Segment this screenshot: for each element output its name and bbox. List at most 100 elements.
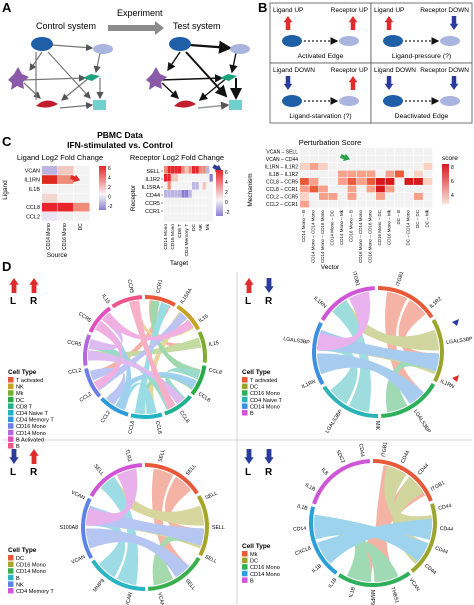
perturbation-cell — [300, 170, 309, 178]
ligand-letter: L — [10, 296, 16, 307]
ligand-colorbar-ticks: 6 4 2 0 -2 — [108, 166, 113, 210]
perturbation-cell — [309, 193, 319, 200]
chord-gene-label: CCL8 — [197, 391, 211, 403]
cell-icon-lavender-test — [230, 44, 250, 54]
receptor-col-label: DC — [191, 223, 197, 230]
perturbation-cell — [395, 155, 404, 163]
receptor-row-label: SELL — [147, 169, 160, 175]
chord-link — [89, 367, 126, 405]
ligand-colorbar-tick: 4 — [108, 176, 111, 182]
perturbation-cell — [319, 178, 328, 185]
legend-swatch — [242, 396, 248, 403]
highlight-blue-arrow-icon — [452, 319, 459, 326]
chord-link — [100, 476, 204, 526]
perturbation-cell — [319, 170, 328, 178]
perturbation-cell — [338, 178, 347, 185]
ligand-col-label: DC — [78, 223, 84, 231]
chord-link — [317, 518, 432, 564]
receptor-heatmap-cell — [209, 214, 213, 222]
perturbation-cell — [366, 193, 376, 200]
perturbation-cell — [319, 148, 328, 155]
perturbation-cell — [395, 178, 404, 185]
ligand-up-arrow-icon — [244, 278, 254, 293]
receptor-heatmap-cell — [171, 182, 175, 190]
legend-label: B Activated — [16, 437, 44, 443]
perturbation-cell — [319, 200, 328, 208]
perturbation-cell — [347, 163, 357, 170]
legend-label: T activated — [16, 378, 43, 384]
chord-link — [128, 300, 176, 410]
ligand-heatmap-cell — [74, 184, 90, 194]
legend-label: B — [250, 578, 254, 584]
ligand-colorbar-tick: 2 — [108, 185, 111, 191]
perturbation-cell — [376, 178, 385, 185]
perturbation-cell — [404, 200, 414, 208]
chord-sector-arc — [89, 463, 143, 497]
experiment-label: Experiment — [117, 8, 163, 18]
ligand-heatmap-cell — [58, 175, 74, 184]
panel-c-title-line2: IFN-stimulated vs. Control — [67, 140, 173, 150]
mechanism-row-label: IL1B – IL1R2 — [269, 172, 298, 178]
cell-icon-blue — [31, 37, 53, 51]
chord-link — [332, 299, 439, 351]
perturbation-cell — [385, 148, 395, 155]
perturbation-cell — [309, 178, 319, 185]
cell-type-legend-title: Cell Type — [242, 543, 271, 550]
chord-link — [384, 465, 432, 540]
chord-link — [93, 312, 188, 391]
ligand-direction-label: Ligand UP — [273, 7, 303, 14]
receptor-heatmap-cell — [171, 190, 175, 198]
ligand-colorbar-tick: -2 — [108, 204, 113, 210]
perturbation-cell — [414, 193, 423, 200]
ligand-letter: L — [245, 296, 251, 307]
chord-gene-label: CCL2 — [79, 391, 93, 403]
chord-sector-arc — [81, 497, 94, 559]
source-cell-icon — [282, 95, 302, 107]
receptor-heatmap: SELL IL1R2 IL15RA CD44 CCR5 CCR1 CD14 Mono CD16… — [142, 164, 222, 256]
chord-link — [150, 300, 201, 380]
chord-sector-arc — [111, 295, 143, 309]
perturbation-cell — [357, 193, 366, 200]
score-colorbar-tick: 4 — [451, 193, 454, 199]
receptor-heatmap-cell — [181, 214, 185, 222]
receptor-heatmap-cell — [206, 214, 210, 222]
receptor-down-arrow-icon — [449, 76, 459, 90]
chord-link — [90, 302, 171, 381]
perturbation-cell — [423, 193, 433, 200]
cell-type-legend-title: Cell Type — [8, 369, 37, 376]
receptor-heatmap-cell — [181, 206, 185, 214]
receptor-heatmap-cell — [178, 174, 182, 182]
receptor-heatmap-cell — [181, 182, 185, 190]
chord-link — [88, 350, 184, 405]
chord-gene-label: VCAN — [71, 554, 87, 566]
chord-link — [314, 518, 371, 582]
cell-icon-green — [83, 74, 100, 81]
legend-swatch — [8, 423, 14, 429]
ligand-row-label: VCAN — [25, 168, 40, 174]
perturbation-cell — [300, 155, 309, 163]
target-cell-icon — [339, 36, 359, 46]
legend-label: CD16 Mono — [16, 563, 46, 569]
perturbation-cell — [404, 193, 414, 200]
chord-gene-label: IL1B — [348, 586, 357, 598]
chord-gene-label: IL8 — [320, 467, 329, 476]
chord-gene-label: MMP9 — [92, 578, 106, 594]
chord-sector-arc — [145, 295, 176, 307]
control-network — [21, 43, 104, 110]
chord-gene-label: IL15 — [198, 313, 210, 324]
chord-gene-label: MMP9 — [369, 590, 375, 605]
ligand-down-arrow-icon — [9, 449, 19, 464]
chord-link — [317, 353, 424, 405]
perturbation-cell — [414, 163, 423, 170]
chord-gene-label: MIK — [374, 421, 380, 431]
chord-gene-label: CCL2 — [68, 368, 82, 376]
receptor-col-label: CD14 Mono — [163, 224, 169, 250]
chord-link — [88, 313, 123, 351]
receptor-heatmap-cell — [195, 182, 199, 190]
chord-sector-arc — [190, 365, 207, 396]
mechanism-row-label: CCL8 – CCR1 — [266, 187, 298, 193]
ligand-heatmap-cell — [74, 212, 90, 221]
receptor-heatmap-cell — [192, 166, 196, 174]
perturbation-cell — [328, 170, 338, 178]
